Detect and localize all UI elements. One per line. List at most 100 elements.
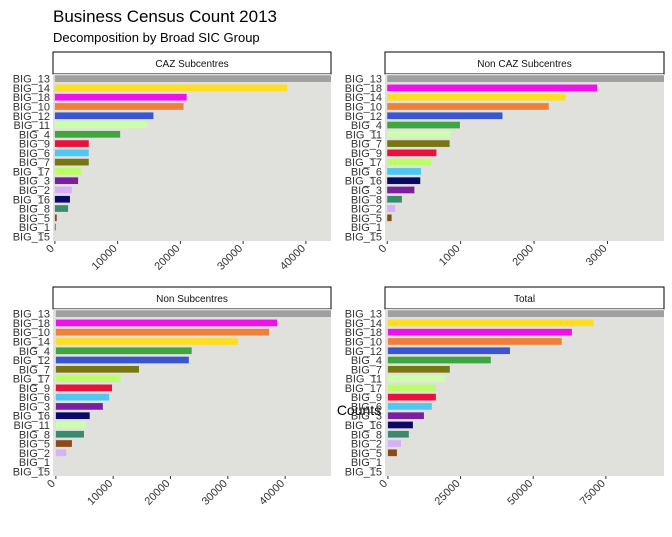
- y-tick-label: BIG_7: [19, 364, 50, 376]
- y-tick-label: BIG_1: [351, 457, 382, 469]
- bar: [54, 93, 187, 101]
- y-tick-label: BIG_14: [13, 336, 50, 348]
- bar: [387, 121, 460, 129]
- bar: [387, 149, 437, 157]
- facet-title: Total: [514, 294, 535, 305]
- x-tick-label: 75000: [578, 478, 608, 508]
- bar: [55, 356, 189, 364]
- y-tick-label: BIG_5: [19, 439, 50, 451]
- bar: [387, 310, 664, 317]
- bar: [54, 214, 57, 222]
- y-tick-label: BIG_2: [351, 439, 382, 451]
- y-tick-label: BIG_17: [13, 374, 50, 386]
- y-tick-label: BIG_1: [19, 222, 50, 234]
- y-tick-label: BIG_17: [13, 166, 50, 178]
- x-axis-label: Counts: [337, 402, 381, 418]
- y-tick-label: BIG_15: [345, 466, 382, 478]
- y-tick-label: BIG_9: [351, 392, 382, 404]
- y-tick-label: BIG_6: [351, 166, 382, 178]
- y-tick-label: BIG_18: [13, 92, 50, 104]
- y-tick-label: BIG_9: [351, 148, 382, 160]
- x-tick-label: 40000: [278, 243, 308, 273]
- x-tick-label: 0: [44, 243, 57, 256]
- y-tick-label: BIG_4: [19, 129, 50, 141]
- bar: [54, 205, 69, 212]
- y-tick-label: BIG_5: [19, 213, 50, 225]
- bar: [387, 412, 424, 420]
- bar: [55, 393, 110, 401]
- bar: [387, 158, 432, 166]
- y-tick-label: BIG_15: [13, 231, 50, 243]
- y-tick-label: BIG_10: [13, 101, 50, 113]
- y-tick-label: BIG_6: [19, 392, 50, 404]
- bar: [55, 328, 270, 336]
- x-tick-label: 50000: [505, 478, 535, 508]
- y-tick-label: BIG_15: [345, 231, 382, 243]
- bar: [387, 338, 562, 345]
- bar: [387, 384, 436, 392]
- x-tick-label: 0: [377, 243, 390, 256]
- bar: [387, 130, 452, 138]
- bar: [55, 384, 113, 392]
- bar: [387, 75, 664, 82]
- bar: [54, 121, 148, 129]
- bar: [54, 177, 79, 185]
- x-tick-label: 40000: [257, 478, 287, 508]
- y-tick-label: BIG_18: [345, 327, 382, 339]
- x-tick-label: 30000: [200, 478, 230, 508]
- y-tick-label: BIG_6: [351, 401, 382, 413]
- chart-title: Business Census Count 2013: [53, 7, 277, 26]
- y-tick-label: BIG_7: [351, 364, 382, 376]
- y-tick-label: BIG_17: [345, 157, 382, 169]
- y-tick-label: BIG_5: [351, 448, 382, 460]
- x-tick-label: 10000: [85, 478, 115, 508]
- bar: [55, 412, 90, 420]
- y-tick-label: BIG_3: [19, 401, 50, 413]
- bar: [55, 338, 239, 345]
- y-tick-label: BIG_10: [345, 101, 382, 113]
- y-tick-label: BIG_9: [19, 139, 50, 151]
- facet-title: Non Subcentres: [156, 294, 228, 305]
- bar: [387, 84, 598, 92]
- bar: [55, 319, 278, 327]
- y-tick-label: BIG_16: [345, 420, 382, 432]
- y-tick-label: BIG_4: [19, 346, 50, 358]
- bar: [54, 103, 184, 110]
- bar: [55, 421, 86, 429]
- bar: [55, 347, 192, 355]
- bar: [387, 430, 409, 438]
- y-tick-label: BIG_3: [351, 185, 382, 197]
- y-tick-label: BIG_2: [351, 204, 382, 216]
- plot-background: [53, 74, 331, 241]
- bar: [387, 440, 401, 447]
- y-tick-label: BIG_17: [345, 383, 382, 395]
- bar: [387, 93, 566, 101]
- y-tick-label: BIG_4: [351, 120, 382, 132]
- bar: [55, 430, 84, 438]
- bar: [387, 168, 421, 175]
- y-tick-label: BIG_2: [19, 448, 50, 460]
- x-tick-label: 30000: [215, 243, 245, 273]
- y-tick-label: BIG_14: [13, 83, 50, 95]
- bar: [387, 328, 572, 336]
- facet-title: CAZ Subcentres: [155, 59, 228, 70]
- bar: [387, 140, 450, 147]
- y-tick-label: BIG_8: [351, 194, 382, 206]
- y-tick-label: BIG_16: [345, 176, 382, 188]
- bar: [55, 403, 103, 410]
- x-tick-label: 20000: [143, 478, 173, 508]
- y-tick-label: BIG_4: [351, 355, 382, 367]
- y-tick-label: BIG_8: [19, 204, 50, 216]
- x-tick-label: 10000: [90, 243, 120, 273]
- plot-background: [385, 309, 664, 476]
- bar: [54, 223, 56, 231]
- y-tick-label: BIG_18: [13, 318, 50, 330]
- bar: [54, 186, 72, 194]
- bar: [387, 205, 396, 212]
- y-tick-label: BIG_12: [345, 346, 382, 358]
- bar: [387, 347, 510, 355]
- y-tick-label: BIG_12: [13, 355, 50, 367]
- bar: [387, 356, 491, 364]
- bar: [387, 103, 549, 110]
